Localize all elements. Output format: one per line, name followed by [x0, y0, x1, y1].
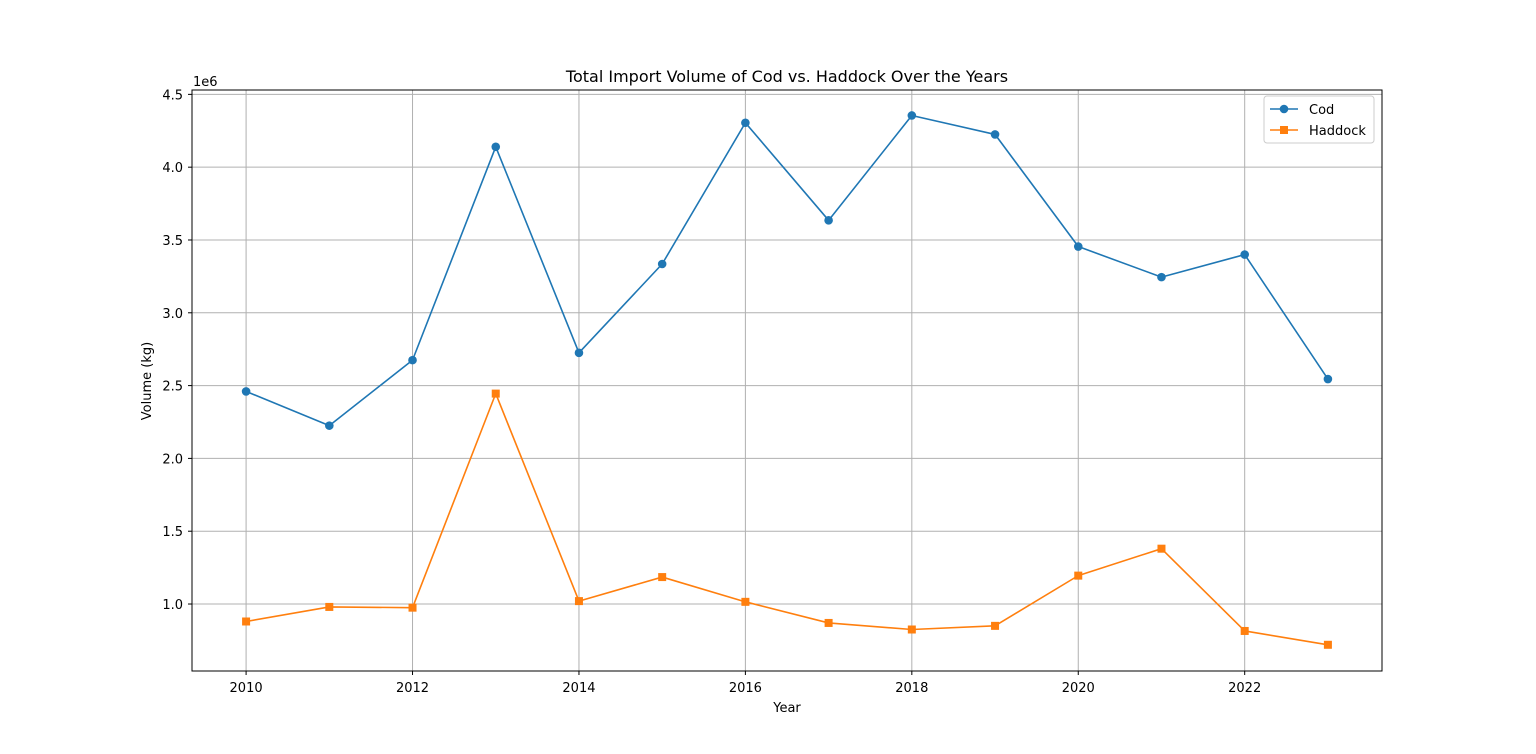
series-line-cod [245, 114, 1329, 427]
data-point-haddock [1240, 626, 1249, 635]
x-tick-label: 2014 [562, 681, 595, 696]
x-tick-label: 2012 [396, 681, 429, 696]
data-point-haddock [491, 389, 500, 398]
plot-frame [191, 89, 1383, 672]
grid-lines [192, 90, 1382, 671]
series-line-haddock [245, 392, 1329, 646]
x-tick-label: 2010 [230, 681, 263, 696]
data-point-haddock [741, 597, 750, 606]
y-axis-offset-label: 1e6 [193, 75, 218, 90]
data-point-haddock [991, 621, 1000, 630]
legend-marker-cod [1279, 104, 1289, 114]
x-tick-label: 2016 [729, 681, 762, 696]
data-point-cod [408, 355, 417, 365]
y-tick-label: 1.0 [162, 598, 183, 613]
legend-box [1263, 95, 1375, 144]
legend-label-cod: Cod [1309, 103, 1334, 118]
tick-layer: 2010 2012 2014 2016 2018 2020 2022 1.0 1.5 2.0 2.5… [162, 88, 1261, 696]
data-point-haddock [824, 618, 833, 627]
y-tick-label: 2.0 [162, 452, 183, 467]
data-point-haddock [1074, 571, 1083, 580]
data-point-cod [1323, 374, 1333, 384]
data-point-haddock [325, 602, 334, 611]
series-layer [241, 111, 1333, 649]
data-point-cod [990, 130, 1000, 139]
y-tick-label: 4.5 [162, 88, 183, 103]
data-point-cod [491, 142, 501, 152]
data-point-haddock [658, 573, 667, 582]
data-point-cod [241, 387, 251, 396]
x-tick-label: 2022 [1228, 681, 1261, 696]
data-point-cod [824, 216, 833, 225]
data-point-cod [574, 348, 584, 358]
data-point-cod [1157, 272, 1166, 282]
chart-title: Total Import Volume of Cod vs. Haddock O… [565, 67, 1008, 86]
series-cod [241, 111, 1333, 430]
x-tick-label: 2020 [1062, 681, 1095, 696]
legend: Cod Haddock [1263, 95, 1375, 144]
legend-entry-cod: Cod [1270, 103, 1334, 118]
y-tick-label: 4.0 [162, 161, 183, 176]
y-tick-label: 1.5 [162, 525, 183, 540]
data-point-haddock [1323, 640, 1332, 649]
legend-label-haddock: Haddock [1309, 124, 1366, 139]
data-point-cod [741, 118, 750, 128]
data-point-haddock [242, 617, 251, 626]
data-point-haddock [574, 597, 583, 606]
data-point-cod [325, 421, 334, 430]
data-point-cod [907, 111, 917, 120]
data-point-haddock [1157, 544, 1166, 553]
legend-entry-haddock: Haddock [1270, 124, 1366, 139]
y-axis-label: Volume (kg) [140, 342, 155, 420]
x-axis-label: Year [772, 701, 801, 716]
data-point-haddock [907, 625, 916, 634]
data-point-cod [1073, 242, 1083, 251]
legend-marker-haddock [1280, 126, 1288, 134]
data-point-cod [657, 259, 667, 269]
series-haddock [242, 389, 1332, 649]
x-tick-label: 2018 [895, 681, 928, 696]
y-tick-label: 3.0 [162, 307, 183, 322]
y-tick-label: 2.5 [162, 380, 183, 395]
data-point-cod [1240, 250, 1249, 259]
data-point-haddock [408, 603, 417, 612]
y-tick-label: 3.5 [162, 234, 183, 249]
